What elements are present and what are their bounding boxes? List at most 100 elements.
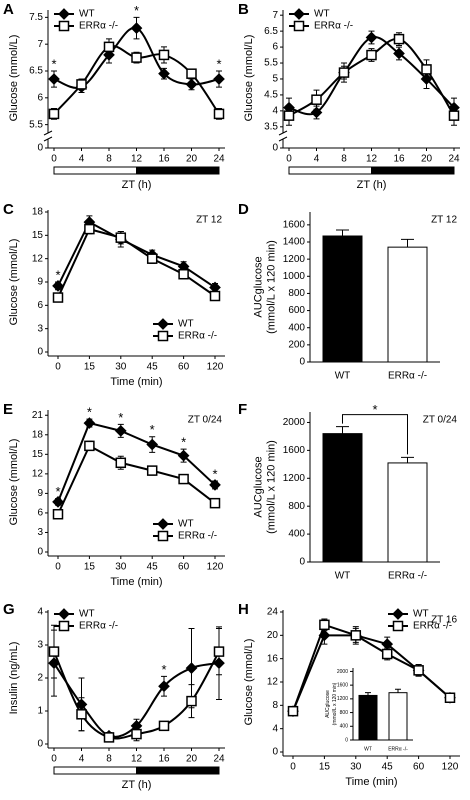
marker [392, 608, 404, 620]
marker [381, 648, 393, 660]
y-tick-label: 3 [37, 527, 43, 538]
y-tick-label: 1000 [283, 271, 306, 282]
x-tick-label: 24 [448, 154, 460, 165]
legend-label: ERRα -/- [178, 531, 217, 542]
y-tick-label: 12 [32, 469, 44, 480]
panel-label: D [238, 201, 249, 218]
marker [58, 20, 70, 32]
x-tick-label: 24 [213, 754, 225, 765]
bar [322, 433, 363, 563]
x-tick-label: 0 [51, 754, 57, 765]
x-tick-label: ERRα -/- [388, 371, 427, 382]
x-tick-label: 60 [413, 762, 425, 773]
marker [366, 49, 377, 61]
y-tick-label: 1200 [337, 696, 348, 702]
x-tick-label: 0 [290, 762, 296, 773]
y-tick-label: 1600 [283, 219, 306, 230]
marker [421, 64, 432, 75]
marker [158, 720, 170, 732]
marker [52, 508, 64, 520]
legend-label: WT [413, 609, 429, 620]
x-axis-label: Time (min) [345, 776, 397, 788]
y-tick-label: 400 [288, 322, 305, 333]
x-axis-label: ZT (h) [357, 179, 387, 191]
y-tick-label: 6 [272, 42, 278, 53]
y-tick-label: 18 [32, 429, 44, 440]
marker [157, 518, 169, 530]
legend-label: WT [79, 9, 95, 20]
significance: * [87, 405, 92, 420]
error-bar [365, 692, 371, 696]
x-tick-label: 30 [350, 762, 362, 773]
x-tick-label: 8 [106, 154, 112, 165]
dark-phase [136, 766, 220, 775]
marker [158, 67, 170, 80]
y-tick-label: 800 [340, 710, 349, 716]
marker [365, 31, 378, 44]
dark-phase [371, 166, 455, 175]
y-tick-label: 3 [37, 640, 43, 651]
panel-label: C [3, 201, 14, 218]
marker [293, 20, 305, 32]
axis-break [278, 130, 288, 142]
significance: * [150, 422, 155, 437]
marker [115, 457, 127, 469]
y-axis-label: Insulin (ng/mL) [8, 642, 20, 715]
marker [146, 465, 158, 476]
marker [58, 8, 70, 20]
x-tick-label: 60 [178, 362, 190, 373]
light-phase [288, 166, 372, 175]
marker [448, 110, 460, 121]
y-tick-label: 400 [288, 529, 305, 540]
marker [393, 47, 405, 60]
y-tick-label: 0 [37, 547, 43, 558]
y-axis-label: Glucose (mmol/L) [8, 239, 20, 326]
x-tick-label: 0 [55, 562, 61, 573]
y-tick-label: 0 [272, 747, 278, 758]
marker [103, 41, 115, 53]
series-line [57, 444, 216, 515]
panel-label: F [238, 401, 247, 418]
y-tick-label: 15 [32, 230, 44, 241]
legend-label: WT [79, 609, 95, 620]
light-phase [53, 766, 137, 775]
y-axis-label: AUCglucose [252, 256, 264, 317]
legend-label: WT [178, 519, 194, 530]
marker [131, 52, 142, 63]
x-tick-label: 45 [147, 562, 159, 573]
y-tick-label: 9 [37, 277, 43, 288]
x-tick-label: 12 [131, 154, 143, 165]
y-tick-label: 4 [272, 106, 278, 117]
x-tick-label: ERRα -/- [388, 571, 427, 582]
significance: * [55, 484, 60, 499]
marker [103, 732, 115, 743]
x-tick-label: 120 [207, 562, 224, 573]
error-bar [336, 229, 349, 236]
x-axis-label: ZT (h) [122, 779, 152, 791]
marker [392, 620, 404, 632]
x-tick-label: 15 [319, 762, 331, 773]
legend-label: ERRα -/- [413, 621, 452, 632]
y-tick-label: 1200 [283, 473, 306, 484]
marker [338, 67, 350, 78]
panel-label: H [238, 601, 249, 618]
annotation: ZT 12 [431, 215, 457, 226]
series-line [57, 220, 216, 289]
x-tick-label: WT [335, 571, 351, 582]
significance: * [134, 3, 139, 18]
y-tick-label: 6.5 [264, 26, 278, 37]
x-tick-label: 8 [341, 154, 347, 165]
y-axis-label: (mmol/L x 120 min) [265, 440, 277, 534]
y-tick-label: 21 [32, 410, 44, 421]
error-bar [336, 426, 349, 434]
marker [157, 330, 169, 342]
y-tick-label: 0 [272, 143, 278, 154]
marker [52, 496, 64, 508]
bar [387, 462, 428, 563]
marker [76, 79, 87, 90]
x-tick-label: 60 [178, 562, 190, 573]
dark-phase [136, 166, 220, 175]
x-axis-label: Time (min) [110, 376, 162, 388]
marker [293, 8, 305, 20]
